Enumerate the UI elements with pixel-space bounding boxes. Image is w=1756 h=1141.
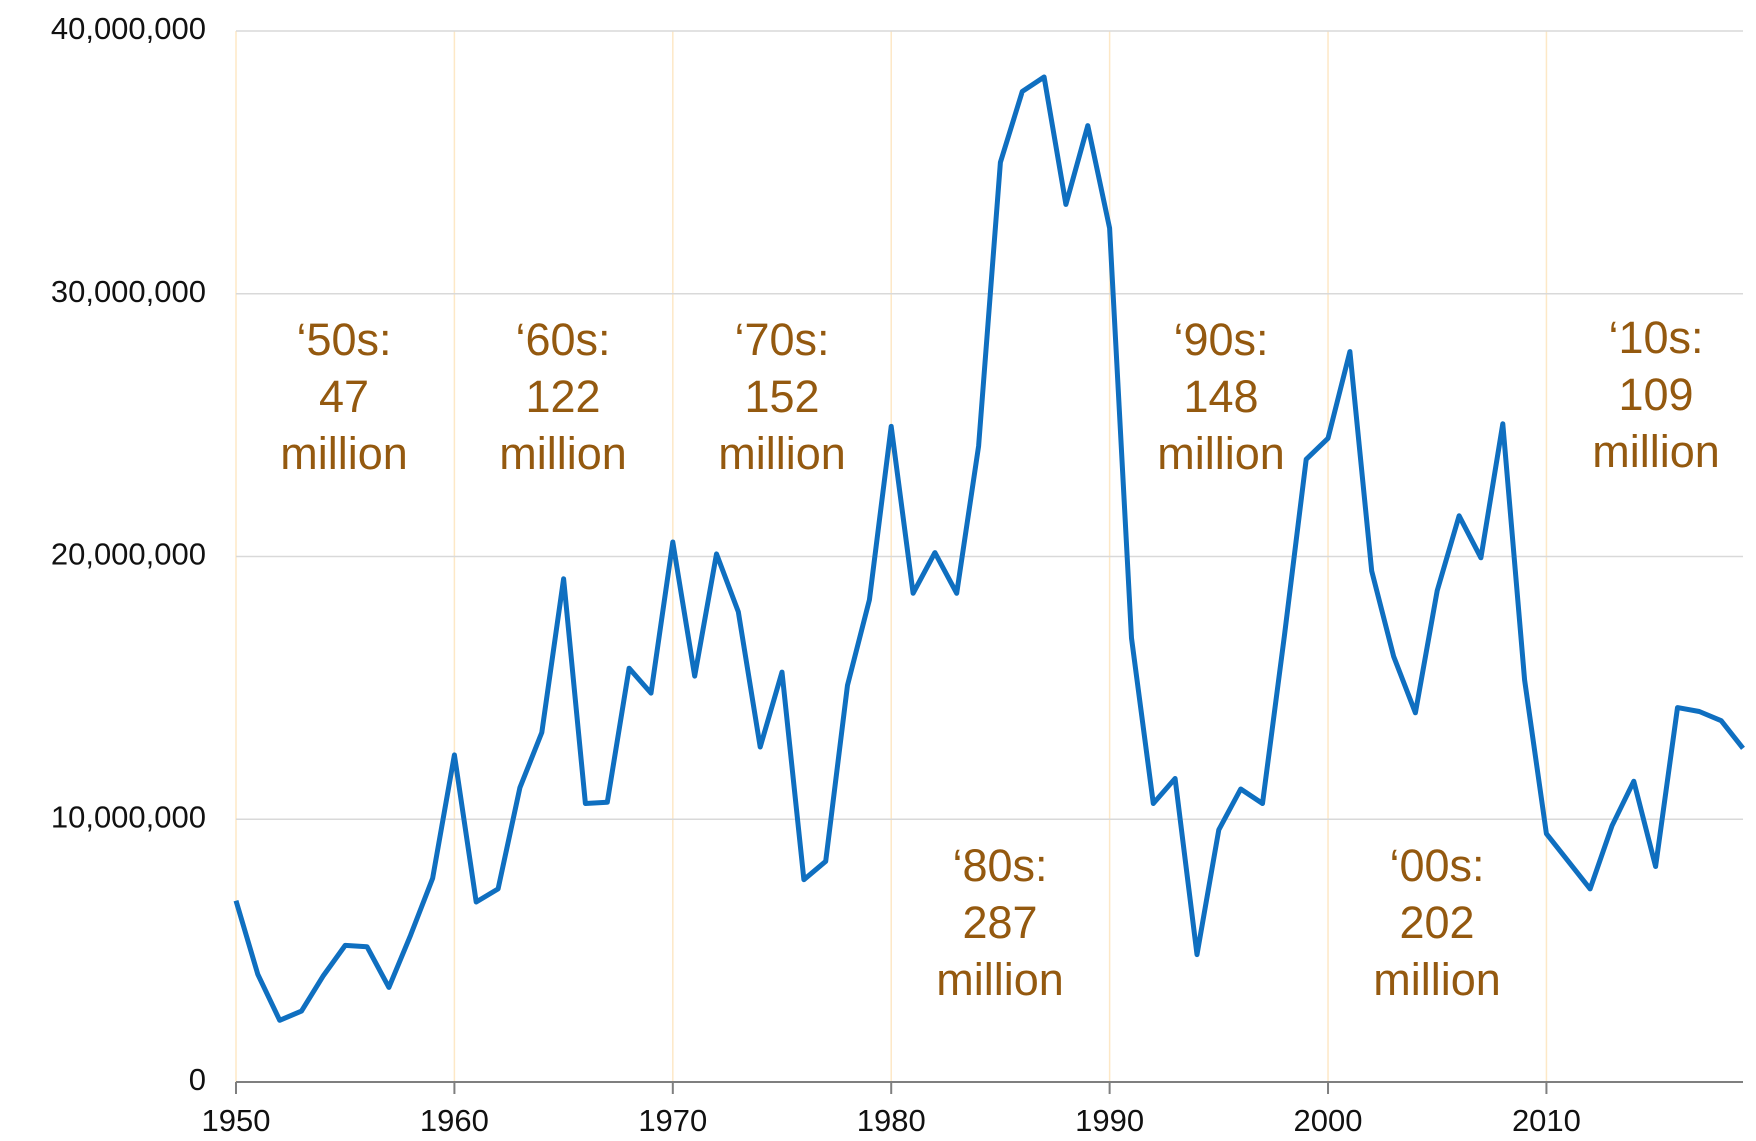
annotation: million <box>280 428 408 479</box>
annotation: ‘70s: <box>734 314 829 365</box>
x-tick-label: 2010 <box>1512 1103 1581 1138</box>
x-tick-label: 1960 <box>420 1103 489 1138</box>
annotation: ‘90s: <box>1173 314 1268 365</box>
annotation: ‘00s: <box>1389 840 1484 891</box>
x-tick-label: 1990 <box>1075 1103 1144 1138</box>
y-tick-label: 10,000,000 <box>51 799 206 834</box>
annotation: 202 <box>1399 897 1474 948</box>
annotation: 148 <box>1183 371 1258 422</box>
annotation: ‘80s: <box>952 840 1047 891</box>
annotation: ‘60s: <box>515 314 610 365</box>
annotation: 287 <box>962 897 1037 948</box>
annotation: 47 <box>319 371 369 422</box>
y-tick-label: 20,000,000 <box>51 537 206 572</box>
annotation: 152 <box>744 371 819 422</box>
annotation: ‘50s: <box>296 314 391 365</box>
annotation: million <box>1373 954 1501 1005</box>
annotation: million <box>1592 426 1720 477</box>
x-tick-label: 1950 <box>202 1103 271 1138</box>
data-line <box>233 74 1745 1023</box>
annotation: million <box>718 428 846 479</box>
annotation: million <box>936 954 1064 1005</box>
y-tick-label: 40,000,000 <box>51 11 206 46</box>
x-tick-label: 1980 <box>857 1103 926 1138</box>
annotation: million <box>499 428 627 479</box>
annotation: ‘10s: <box>1608 312 1703 363</box>
y-tick-label: 0 <box>189 1062 206 1097</box>
annotation: million <box>1157 428 1285 479</box>
y-tick-label: 30,000,000 <box>51 274 206 309</box>
annotation: 109 <box>1618 369 1693 420</box>
x-tick-label: 1970 <box>638 1103 707 1138</box>
x-tick-label: 2000 <box>1294 1103 1363 1138</box>
annotation: 122 <box>525 371 600 422</box>
